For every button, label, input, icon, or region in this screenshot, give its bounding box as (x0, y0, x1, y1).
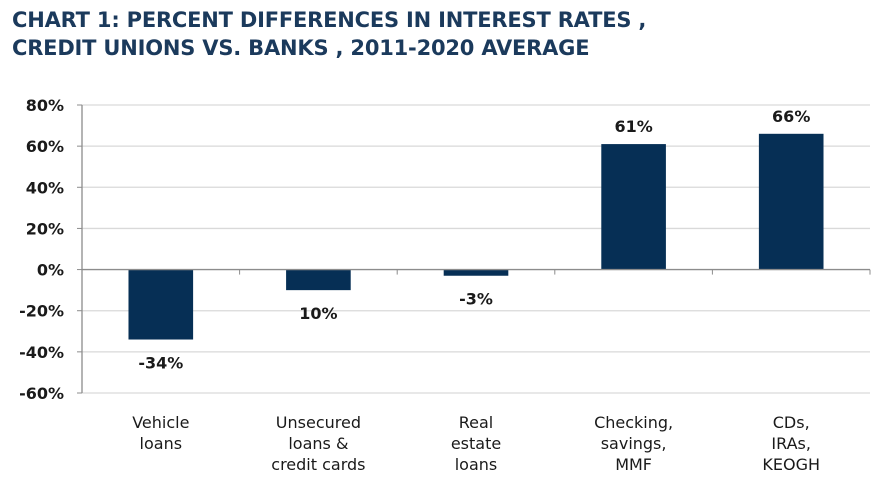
data-label: 10% (299, 304, 337, 323)
y-tick-label: 20% (26, 219, 64, 238)
x-category-label-line: CDs, (773, 413, 810, 432)
x-category-label: Vehicle loans (132, 413, 189, 453)
x-category-label-line: loans (455, 455, 498, 474)
bar (601, 144, 666, 270)
bar (128, 269, 194, 340)
x-category-label-line: estate (451, 434, 501, 453)
x-category-label: Unsecured loans & credit cards (271, 413, 365, 474)
bars (128, 133, 824, 340)
x-category-label-line: KEOGH (762, 455, 820, 474)
x-category-label-line: loans (140, 434, 183, 453)
chart-title: CHART 1: PERCENT DIFFERENCES IN INTEREST… (12, 6, 646, 62)
data-label: -3% (459, 290, 493, 309)
x-category-label: Checking, savings, MMF (594, 413, 673, 474)
data-label: 61% (614, 117, 652, 136)
bar (443, 269, 509, 276)
y-tick-label: -40% (19, 343, 64, 362)
y-tick-label: 80% (26, 96, 64, 115)
x-category-label-line: Unsecured (276, 413, 361, 432)
bar (758, 133, 824, 270)
chart-title-line-2: CREDIT UNIONS VS. BANKS , 2011-2020 AVER… (12, 36, 590, 60)
x-category-label: Real estate loans (451, 413, 501, 474)
y-tick-label: 40% (26, 178, 64, 197)
x-category-label-line: savings, (601, 434, 667, 453)
x-category-label-line: MMF (615, 455, 652, 474)
x-category-label-line: Real (459, 413, 494, 432)
data-labels: -34% 10% -3% 61% 66% (138, 107, 810, 373)
x-category-label-line: credit cards (271, 455, 365, 474)
x-category-label-line: IRAs, (771, 434, 811, 453)
x-category-label-line: Checking, (594, 413, 673, 432)
chart-title-line-1: CHART 1: PERCENT DIFFERENCES IN INTEREST… (12, 8, 647, 32)
y-tick-label: -20% (19, 302, 64, 321)
y-tick-label: 0% (37, 261, 64, 280)
gridlines (82, 104, 870, 394)
y-axis-tick-labels: 80% 60% 40% 20% 0% -20% -40% -60% (19, 96, 64, 403)
data-label: -34% (138, 354, 183, 373)
bar (286, 269, 351, 291)
x-axis-category-labels: Vehicle loans Unsecured loans & credit cards… (132, 413, 820, 474)
axes (77, 104, 871, 394)
y-tick-label: -60% (19, 384, 64, 403)
y-tick-label: 60% (26, 137, 64, 156)
x-category-label-line: Vehicle (132, 413, 189, 432)
data-label: 66% (772, 107, 810, 126)
x-category-label: CDs, IRAs, KEOGH (762, 413, 820, 474)
x-category-label-line: loans & (288, 434, 348, 453)
